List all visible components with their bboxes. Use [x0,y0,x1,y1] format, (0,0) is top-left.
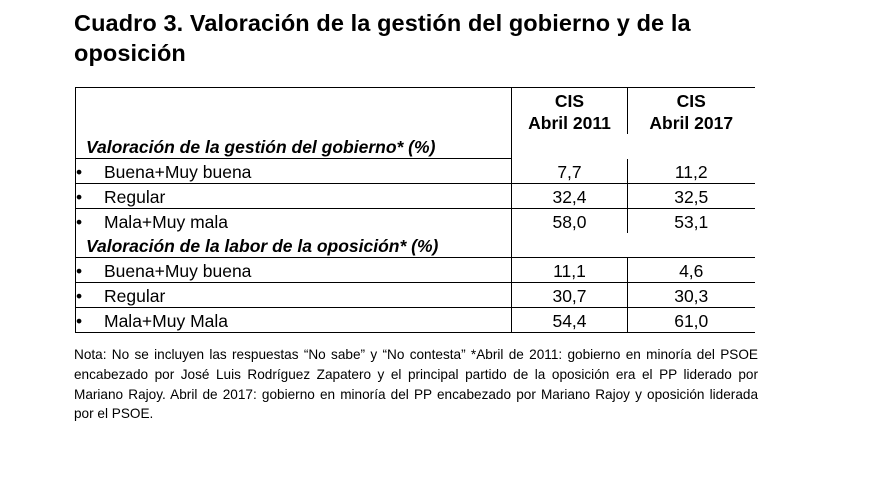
section-spacer [628,134,755,159]
column-header-2011-line1: CIS [554,91,585,111]
row-label: • Mala+Muy mala [75,208,512,233]
header-row: CIS Abril 2011 CIS Abril 2017 [75,87,755,134]
section-label-gobierno: Valoración de la gestión del gobierno* (… [75,134,512,159]
section-spacer [512,233,628,258]
column-header-2011-line2: Abril 2011 [528,113,611,133]
table-title: Cuadro 3. Valoración de la gestión del g… [74,10,691,66]
value-2011: 11,1 [511,257,628,283]
row-label-text: Mala+Muy Mala [104,311,229,331]
row-label: • Mala+Muy Mala [75,307,512,333]
value-2017: 32,5 [627,183,755,209]
column-header-2017-line2: Abril 2017 [649,113,734,133]
table-row: • Buena+Muy buena 7,7 11,2 [75,158,755,184]
data-table: CIS Abril 2011 CIS Abril 2017 Valoración… [75,87,755,333]
row-label-text: Regular [104,187,166,207]
header-empty-cell [75,87,512,134]
row-label-text: Regular [104,286,166,306]
section-spacer [512,134,628,159]
value-2017: 61,0 [627,307,755,333]
bullet-icon: • [76,286,83,306]
value-2017: 53,1 [674,212,709,232]
row-label: • Buena+Muy buena [75,158,512,184]
column-header-2017-line1: CIS [676,91,706,111]
section-row-oposicion: Valoración de la labor de la oposición* … [75,233,755,258]
row-label: • Buena+Muy buena [75,257,512,283]
value-2017: 11,2 [627,158,755,184]
bullet-icon: • [76,162,83,182]
bullet-icon: • [76,311,83,331]
bullet-icon: • [76,212,83,232]
table-row: • Regular 30,7 30,3 [75,282,755,308]
value-2011: 58,0 [511,208,628,233]
section-label-oposicion: Valoración de la labor de la oposición* … [75,233,512,258]
column-header-2017: CIS Abril 2017 [627,87,755,134]
row-label-text: Buena+Muy buena [104,162,252,182]
value-2011: 30,7 [511,282,628,308]
value-2011: 7,7 [511,158,628,184]
row-label: • Regular [75,282,512,308]
row-label: • Regular [75,183,512,209]
table-row: • Regular 32,4 32,5 [75,183,755,209]
row-label-text: Mala+Muy mala [104,212,229,232]
bullet-icon: • [76,187,83,207]
value-2011: 32,4 [511,183,628,209]
value-2017: 30,3 [627,282,755,308]
table-row: • Buena+Muy buena 11,1 4,6 [75,257,755,283]
column-header-2011: CIS Abril 2011 [511,87,628,134]
bullet-icon: • [76,261,83,281]
footnote: Nota: No se incluyen las respuestas “No … [74,347,758,422]
section-spacer [628,233,755,258]
row-label-text: Buena+Muy buena [104,261,252,281]
section-row-gobierno: Valoración de la gestión del gobierno* (… [75,134,755,159]
value-2017: 4,6 [627,257,755,283]
table-row: • Mala+Muy Mala 54,4 61,0 [75,307,755,333]
table-row: • Mala+Muy mala 58,0 53,1 [75,208,755,233]
value-2011: 54,4 [511,307,628,333]
